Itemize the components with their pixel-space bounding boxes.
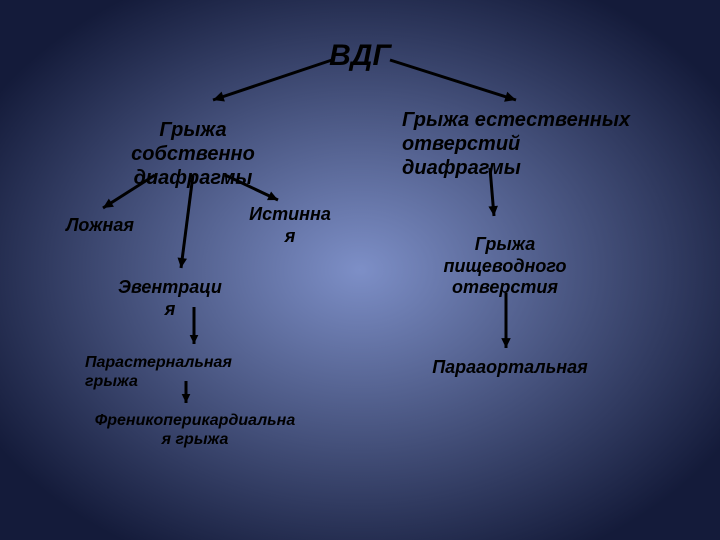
node-true: Истинна я xyxy=(235,204,345,247)
arrow-layer xyxy=(0,0,720,540)
node-paraaort: Парааортальная xyxy=(405,357,615,379)
arrow-head-8 xyxy=(501,338,511,348)
arrow-head-1 xyxy=(504,92,516,102)
diagram-canvas: ВДГ Грыжа собственно диафрагмы Грыжа естес… xyxy=(0,0,720,540)
node-hiatal: Грыжа пищеводного отверстия xyxy=(415,234,595,299)
node-left1: Грыжа собственно диафрагмы xyxy=(103,118,283,190)
arrow-head-0 xyxy=(213,92,225,102)
arrow-head-6 xyxy=(182,394,191,403)
arrow-head-7 xyxy=(488,206,498,216)
node-root: ВДГ xyxy=(300,38,420,74)
arrow-head-4 xyxy=(267,191,278,200)
node-false: Ложная xyxy=(40,215,160,237)
node-parast: Парастернальная грыжа xyxy=(85,353,265,391)
node-event: Эвентраци я xyxy=(105,277,235,320)
node-right1: Грыжа естественных отверстий диафрагмы xyxy=(402,108,642,180)
node-frenik: Френикоперикардиальна я грыжа xyxy=(75,411,315,449)
arrow-head-3 xyxy=(178,258,187,268)
arrow-head-2 xyxy=(103,199,114,208)
arrow-head-5 xyxy=(190,335,199,344)
